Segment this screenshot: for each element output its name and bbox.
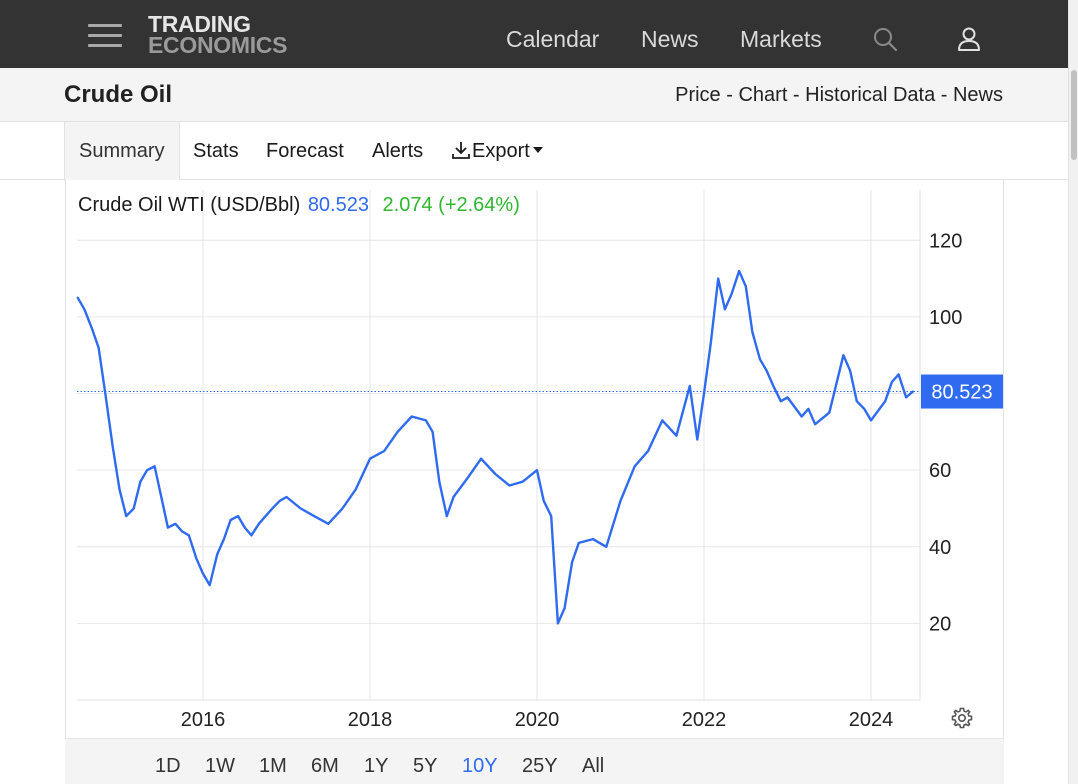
sub-link-news[interactable]: News xyxy=(952,84,1003,106)
gear-icon[interactable] xyxy=(950,706,974,730)
tab-export-label: Export xyxy=(472,140,530,162)
chevron-down-icon xyxy=(532,147,543,154)
range-all[interactable]: All xyxy=(582,755,605,777)
menu-icon[interactable] xyxy=(88,24,122,48)
tab-alerts[interactable]: Alerts xyxy=(372,140,424,162)
search-icon[interactable] xyxy=(872,26,900,54)
range-5y[interactable]: 5Y xyxy=(413,755,438,777)
price-change: 2.074 (+2.64%) xyxy=(382,194,520,216)
range-10y[interactable]: 10Y xyxy=(462,755,498,777)
scrollbar-thumb[interactable] xyxy=(1071,70,1077,160)
tab-forecast[interactable]: Forecast xyxy=(266,140,344,162)
y-tick-label: 60 xyxy=(929,460,951,482)
current-price: 80.523 xyxy=(307,194,369,216)
sub-link-price[interactable]: Price xyxy=(675,84,721,106)
range-1w[interactable]: 1W xyxy=(205,755,235,777)
sub-link-chart[interactable]: Chart xyxy=(738,84,788,106)
range-1d[interactable]: 1D xyxy=(155,755,181,777)
x-tick-label: 2018 xyxy=(348,709,393,731)
y-tick-label: 40 xyxy=(929,537,951,559)
chart-header: Crude Oil WTI (USD/Bbl) 80.523 2.074 (+2… xyxy=(78,194,520,217)
tab-summary[interactable]: Summary xyxy=(64,122,180,181)
top-nav-bar: TRADING ECONOMICS Calendar News Markets xyxy=(0,0,1068,68)
separator: - xyxy=(787,84,806,106)
user-icon[interactable] xyxy=(956,26,982,52)
last-price-tag xyxy=(921,374,1003,409)
scrollbar[interactable] xyxy=(1068,0,1078,784)
tab-export[interactable]: Export xyxy=(450,122,543,180)
y-tick-label: 100 xyxy=(929,307,962,329)
nav-link-markets[interactable]: Markets xyxy=(740,26,822,52)
x-tick-label: 2022 xyxy=(682,709,727,731)
sub-links: Price - Chart - Historical Data - News xyxy=(675,84,1003,107)
range-6m[interactable]: 6M xyxy=(311,755,339,777)
y-tick-label: 20 xyxy=(929,613,951,635)
tab-bar: Summary Stats Forecast Alerts Export xyxy=(0,122,1068,181)
range-selector: 1D 1W 1M 6M 1Y 5Y 10Y 25Y All xyxy=(65,738,1004,784)
tab-stats[interactable]: Stats xyxy=(193,140,239,162)
last-price-tag-label: 80.523 xyxy=(931,382,992,404)
nav-link-news[interactable]: News xyxy=(641,26,699,52)
chart-panel xyxy=(65,180,1004,784)
download-icon xyxy=(452,141,470,159)
range-1m[interactable]: 1M xyxy=(259,755,287,777)
logo-line-1: TRADING xyxy=(148,11,251,37)
page-title: Crude Oil xyxy=(64,81,173,108)
x-tick-label: 2016 xyxy=(181,709,226,731)
page-header: Crude Oil Price - Chart - Historical Dat… xyxy=(0,68,1068,122)
sub-link-historical-data[interactable]: Historical Data xyxy=(805,84,936,106)
logo[interactable]: TRADING ECONOMICS xyxy=(148,11,288,58)
range-1y[interactable]: 1Y xyxy=(364,755,389,777)
separator: - xyxy=(935,84,953,106)
x-tick-label: 2020 xyxy=(515,709,560,731)
x-tick-label: 2024 xyxy=(849,709,894,731)
y-tick-label: 120 xyxy=(929,230,962,252)
instrument-name: Crude Oil WTI (USD/Bbl) xyxy=(78,194,301,216)
price-series-line xyxy=(76,269,914,625)
logo-line-2: ECONOMICS xyxy=(148,32,288,58)
separator: - xyxy=(720,84,739,106)
range-25y[interactable]: 25Y xyxy=(522,755,558,777)
nav-link-calendar[interactable]: Calendar xyxy=(506,26,600,52)
